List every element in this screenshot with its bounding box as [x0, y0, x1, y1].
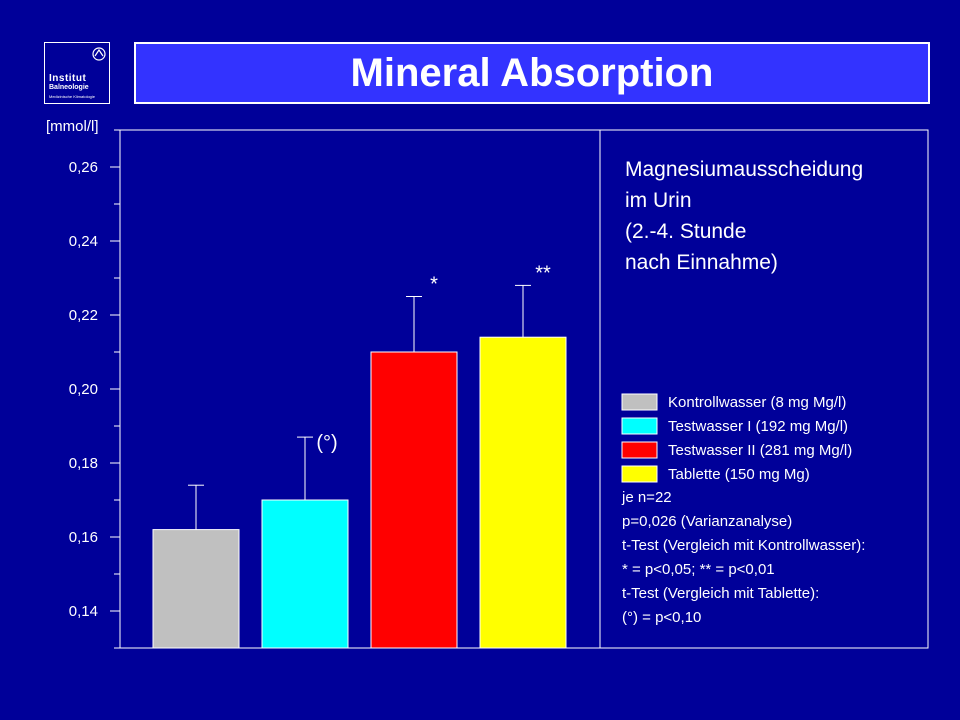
legend-label: Testwasser II (281 mg Mg/l)	[668, 442, 852, 459]
stat-note: t-Test (Vergleich mit Tablette):	[622, 585, 819, 602]
bar-annotation: **	[535, 262, 551, 284]
title-box: Mineral Absorption	[134, 42, 930, 104]
bar	[261, 499, 349, 649]
bar	[479, 336, 567, 649]
logo-line3: Medizinische Klimatologie	[49, 94, 96, 99]
legend-swatch	[621, 417, 658, 435]
stat-note: * = p<0,05; ** = p<0,01	[622, 561, 775, 578]
stat-note: (°) = p<0,10	[622, 609, 701, 626]
y-axis-unit: [mmol/l]	[46, 118, 99, 135]
y-tick-label: 0,20	[69, 381, 98, 398]
y-tick-label: 0,26	[69, 159, 98, 176]
y-tick-label: 0,16	[69, 529, 98, 546]
legend-label: Tablette (150 mg Mg)	[668, 466, 810, 483]
legend-swatch	[621, 465, 658, 483]
legend-label: Kontrollwasser (8 mg Mg/l)	[668, 394, 846, 411]
bar	[370, 351, 458, 649]
legend-swatch	[621, 393, 658, 411]
info-line: (2.-4. Stunde	[625, 220, 746, 243]
y-tick-label: 0,22	[69, 307, 98, 324]
stat-note: p=0,026 (Varianzanalyse)	[622, 513, 792, 530]
stat-note: t-Test (Vergleich mit Kontrollwasser):	[622, 537, 865, 554]
stat-note: je n=22	[621, 489, 672, 506]
info-line: im Urin	[625, 189, 692, 212]
logo-line1: Institut	[49, 73, 87, 84]
bar	[152, 529, 240, 649]
slide-title: Mineral Absorption	[350, 50, 714, 95]
bar-annotation: *	[430, 274, 438, 296]
y-tick-label: 0,18	[69, 455, 98, 472]
legend-swatch	[621, 441, 658, 459]
institute-logo: Institut Balneologie Medizinische Klimat…	[44, 42, 110, 104]
logo-emblem-icon	[92, 47, 106, 61]
y-tick-label: 0,24	[69, 233, 98, 250]
y-tick-label: 0,14	[69, 603, 98, 620]
bar-annotation: (°)	[316, 432, 337, 454]
info-line: Magnesiumausscheidung	[625, 158, 863, 181]
logo-line2: Balneologie	[49, 84, 89, 91]
info-line: nach Einnahme)	[625, 251, 778, 274]
legend-label: Testwasser I (192 mg Mg/l)	[668, 418, 848, 435]
